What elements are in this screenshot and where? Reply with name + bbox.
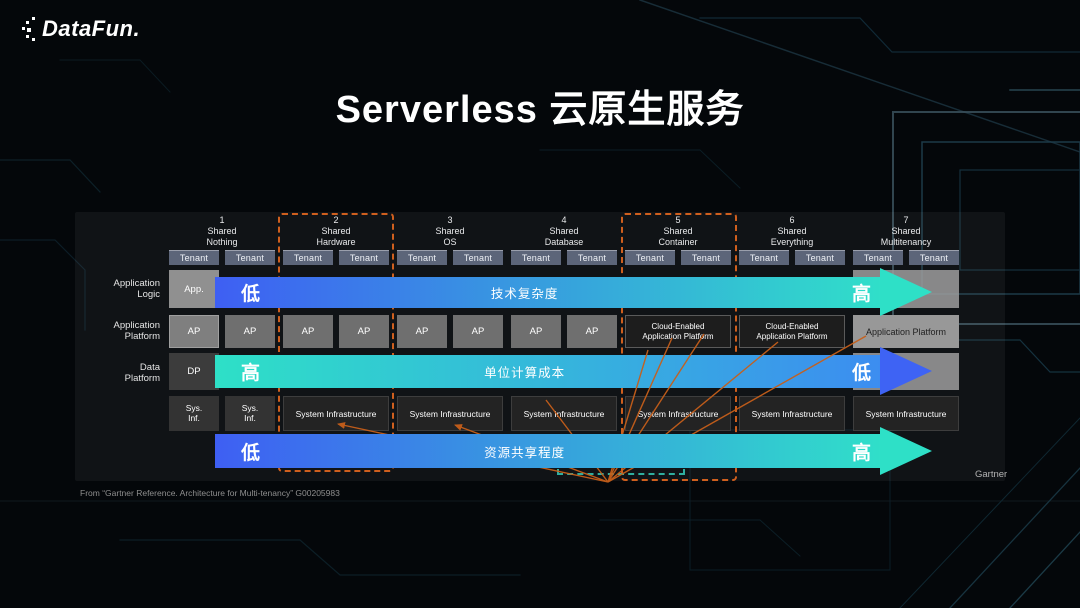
tenant-box: Tenant: [739, 250, 789, 265]
column-name: Shared: [777, 226, 807, 236]
column-header-3: 3 Shared OS: [397, 215, 503, 248]
column-name: Shared: [549, 226, 579, 236]
datafun-logo-dots-icon: [22, 17, 35, 41]
arrow-left-label: 低: [241, 442, 261, 464]
arrow-center-label: 资源共享程度: [484, 445, 566, 460]
highlight-box-shared-container: [621, 213, 737, 481]
arrow-head-icon: [880, 347, 932, 395]
column-name: Shared: [207, 226, 237, 236]
cell-system-infrastructure: System Infrastructure: [397, 396, 503, 431]
cell-system-infrastructure: System Infrastructure: [853, 396, 959, 431]
arrow-right-label: 低: [851, 363, 871, 384]
column-name: Everything: [770, 237, 814, 247]
arrow-unit-compute-cost: 高 单位计算成本 低: [215, 355, 881, 388]
column-number: 6: [789, 215, 795, 225]
arrow-right-label: 高: [851, 284, 871, 305]
row-label-application-platform: Application Platform: [113, 320, 160, 342]
column-name: Shared: [663, 226, 693, 236]
cell-system-infrastructure: System Infrastructure: [283, 396, 389, 431]
highlight-box-shared-hardware: [278, 213, 394, 472]
logo-text: DataFun.: [42, 16, 141, 41]
tenant-box: Tenant: [511, 250, 561, 265]
column-number: 2: [333, 215, 339, 225]
cell-system-infrastructure: System Infrastructure: [511, 396, 617, 431]
cell-cloud-enabled-ap: Cloud-Enabled Application Platform: [625, 315, 731, 348]
tenant-box: Tenant: [681, 250, 731, 265]
row-label-application-logic: Application Logic: [113, 278, 160, 300]
column-name: OS: [443, 237, 457, 247]
column-header-2: 2 Shared Hardware: [283, 215, 389, 248]
citation-text: From “Gartner Reference. Architecture fo…: [80, 488, 340, 498]
cell-ap: AP: [283, 315, 333, 348]
column-header-1: 1 Shared Nothing: [169, 215, 275, 248]
column-number: 7: [903, 215, 909, 225]
column-name: Shared: [321, 226, 351, 236]
cell-sys-inf: Sys. Inf.: [169, 396, 219, 431]
tenant-box: Tenant: [397, 250, 447, 265]
column-name: Container: [658, 237, 698, 247]
column-name: Database: [544, 237, 584, 247]
cell-ap: AP: [225, 315, 275, 348]
page-title: Serverless 云原生服务: [335, 89, 745, 131]
tenant-box: Tenant: [625, 250, 675, 265]
column-header-5: 5 Shared Container: [625, 215, 731, 248]
cell-system-infrastructure: System Infrastructure: [739, 396, 845, 431]
arrow-left-label: 高: [241, 363, 261, 384]
column-number: 1: [219, 215, 225, 225]
cell-ap: AP: [339, 315, 389, 348]
tenant-box: Tenant: [283, 250, 333, 265]
cell-dp: DP: [169, 353, 219, 390]
cell-ap: AP: [511, 315, 561, 348]
tenant-box: Tenant: [909, 250, 959, 265]
cell-cloud-enabled-ap: Cloud-Enabled Application Platform: [739, 315, 845, 348]
column-name: Shared: [891, 226, 921, 236]
column-name: Nothing: [206, 237, 238, 247]
tenant-box: Tenant: [853, 250, 903, 265]
arrow-center-label: 单位计算成本: [484, 366, 566, 380]
cell-app-logic: App.: [169, 270, 219, 308]
arrow-resource-sharing: 低 资源共享程度 高: [215, 434, 881, 468]
column-number: 5: [675, 215, 681, 225]
tenant-box: Tenant: [339, 250, 389, 265]
arrow-head-icon: [880, 268, 932, 316]
column-header-7: 7 Shared Multitenancy: [853, 215, 959, 248]
column-header-6: 6 Shared Everything: [739, 215, 845, 248]
tenant-box: Tenant: [567, 250, 617, 265]
arrow-head-icon: [880, 427, 932, 475]
tenant-box: Tenant: [795, 250, 845, 265]
datafun-logo: DataFun.: [22, 16, 140, 42]
row-label-data-platform: Data Platform: [124, 362, 160, 384]
arrow-left-label: 低: [241, 284, 261, 305]
cell-ap: AP: [453, 315, 503, 348]
cell-ap: AP: [169, 315, 219, 348]
gartner-watermark: Gartner: [975, 469, 1008, 480]
cell-application-platform: Application Platform: [853, 315, 959, 348]
column-number: 3: [447, 215, 453, 225]
column-name: Multitenancy: [880, 237, 932, 247]
tenant-box: Tenant: [225, 250, 275, 265]
column-name: Hardware: [316, 237, 356, 247]
arrow-center-label: 技术复杂度: [490, 287, 559, 301]
cell-sys-inf: Sys. Inf.: [225, 396, 275, 431]
column-number: 4: [561, 215, 567, 225]
tenant-box: Tenant: [169, 250, 219, 265]
arrow-right-label: 高: [851, 442, 871, 464]
column-header-4: 4 Shared Database: [511, 215, 617, 248]
cell-ap: AP: [397, 315, 447, 348]
cell-ap: AP: [567, 315, 617, 348]
arrow-tech-complexity: 低 技术复杂度 高: [215, 277, 881, 308]
tenant-box: Tenant: [453, 250, 503, 265]
column-name: Shared: [435, 226, 465, 236]
